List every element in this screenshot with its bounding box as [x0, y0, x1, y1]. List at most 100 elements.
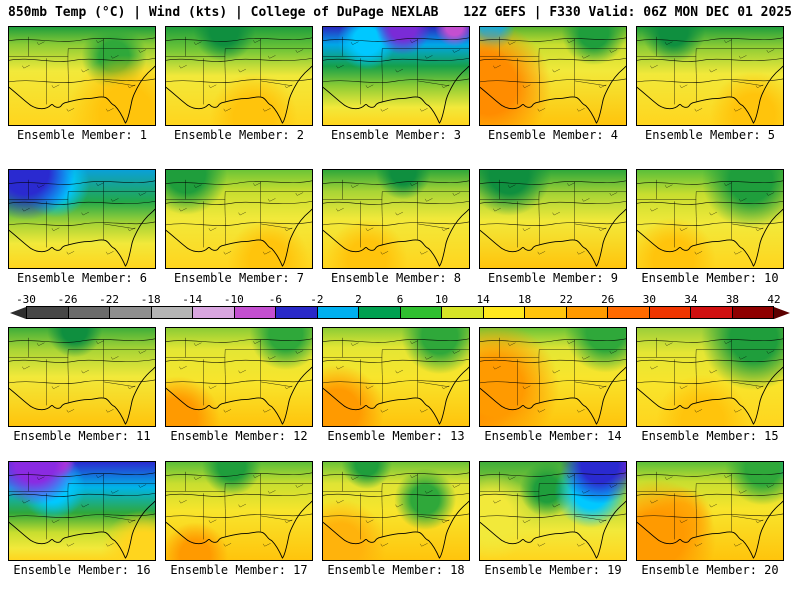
- colorbar-tick: 26: [601, 293, 615, 306]
- coastline: [480, 366, 626, 425]
- state-borders: [323, 337, 469, 406]
- temp-contours: [166, 338, 312, 384]
- state-borders: [637, 36, 783, 105]
- ensemble-map-8: [322, 169, 470, 269]
- colorbar-tick: 10: [434, 293, 449, 306]
- colorbar-tick: 38: [725, 293, 740, 306]
- state-borders: [637, 179, 783, 248]
- colorbar-tick: 30: [642, 293, 656, 306]
- state-borders: [166, 179, 312, 248]
- coastline: [323, 65, 469, 124]
- colorbar-tick: -10: [223, 293, 244, 306]
- wind-barbs: [336, 474, 461, 547]
- colorbar-tick: -6: [268, 293, 282, 306]
- temp-contours: [637, 338, 783, 384]
- ensemble-map-1: [8, 26, 156, 126]
- ensemble-panel-5: Ensemble Member: 5: [636, 26, 784, 142]
- temp-contours: [9, 338, 155, 384]
- coastline: [480, 65, 626, 124]
- ensemble-member-label-1: Ensemble Member: 1: [16, 128, 148, 142]
- coastline: [323, 500, 469, 559]
- colorbar-segment: [317, 307, 359, 318]
- colorbar-segment: [525, 307, 567, 318]
- colorbar-segment: [649, 307, 691, 318]
- ensemble-panel-4: Ensemble Member: 4: [479, 26, 627, 142]
- wind-barbs: [22, 39, 147, 112]
- colorbar-tick: 34: [684, 293, 698, 306]
- wind-barbs: [493, 340, 618, 413]
- temp-contours: [480, 180, 626, 226]
- wind-barbs: [493, 474, 618, 547]
- ensemble-panel-1: Ensemble Member: 1: [8, 26, 156, 142]
- ensemble-member-label-3: Ensemble Member: 3: [330, 128, 462, 142]
- colorbar-segment: [110, 307, 152, 318]
- colorbar-left-arrow: [10, 306, 26, 319]
- temp-contours: [9, 37, 155, 83]
- colorbar-segment: [566, 307, 608, 318]
- colorbar-segment: [151, 307, 193, 318]
- ensemble-row-4: Ensemble Member: 16 Ensemble Member: 17 En…: [0, 461, 800, 577]
- ensemble-member-label-8: Ensemble Member: 8: [330, 271, 462, 285]
- ensemble-map-12: [165, 327, 313, 427]
- ensemble-panel-19: Ensemble Member: 19: [479, 461, 627, 577]
- colorbar-tick: 14: [476, 293, 490, 306]
- temp-contours: [480, 338, 626, 384]
- ensemble-map-16: [8, 461, 156, 561]
- colorbar-tick-labels: -30 -26 -22 -18 -14 -10 -6 -2 2 6 10 14 18 22 26 30 34 38…: [16, 293, 781, 306]
- coastline: [166, 500, 312, 559]
- state-borders: [166, 471, 312, 540]
- coastline: [323, 208, 469, 267]
- coastline: [166, 366, 312, 425]
- ensemble-map-20: [636, 461, 784, 561]
- temp-contours: [9, 472, 155, 518]
- state-borders: [480, 36, 626, 105]
- ensemble-map-13: [322, 327, 470, 427]
- wind-barbs: [22, 340, 147, 413]
- state-borders: [480, 471, 626, 540]
- ensemble-panel-12: Ensemble Member: 12: [165, 327, 313, 443]
- ensemble-panel-7: Ensemble Member: 7: [165, 169, 313, 285]
- coastline: [637, 500, 783, 559]
- ensemble-map-17: [165, 461, 313, 561]
- colorbar-segment: [68, 307, 110, 318]
- colorbar-tick: 2: [355, 293, 362, 306]
- ensemble-map-3: [322, 26, 470, 126]
- ensemble-member-label-18: Ensemble Member: 18: [327, 563, 465, 577]
- coastline: [9, 208, 155, 267]
- colorbar-segment: [276, 307, 318, 318]
- temp-contours: [637, 37, 783, 83]
- coastline: [166, 65, 312, 124]
- ensemble-member-label-15: Ensemble Member: 15: [641, 429, 779, 443]
- temp-contours: [323, 37, 469, 83]
- ensemble-map-19: [479, 461, 627, 561]
- colorbar-segment: [359, 307, 401, 318]
- coastline: [637, 65, 783, 124]
- colorbar-segment: [608, 307, 650, 318]
- colorbar-segment: [27, 307, 69, 318]
- ensemble-panel-13: Ensemble Member: 13: [322, 327, 470, 443]
- state-borders: [166, 337, 312, 406]
- coastline: [480, 500, 626, 559]
- ensemble-member-label-9: Ensemble Member: 9: [487, 271, 619, 285]
- ensemble-map-15: [636, 327, 784, 427]
- ensemble-member-label-12: Ensemble Member: 12: [170, 429, 308, 443]
- coastline: [480, 208, 626, 267]
- state-borders: [9, 179, 155, 248]
- wind-barbs: [336, 340, 461, 413]
- wind-barbs: [22, 182, 147, 255]
- ensemble-panel-8: Ensemble Member: 8: [322, 169, 470, 285]
- state-borders: [323, 471, 469, 540]
- temp-contours: [323, 338, 469, 384]
- ensemble-member-label-20: Ensemble Member: 20: [641, 563, 779, 577]
- ensemble-panel-17: Ensemble Member: 17: [165, 461, 313, 577]
- state-borders: [480, 337, 626, 406]
- colorbar-right-arrow: [774, 306, 790, 319]
- ensemble-panel-18: Ensemble Member: 18: [322, 461, 470, 577]
- colorbar-tick: -2: [310, 293, 324, 306]
- ensemble-panel-15: Ensemble Member: 15: [636, 327, 784, 443]
- temp-contours: [480, 472, 626, 518]
- ensemble-panel-9: Ensemble Member: 9: [479, 169, 627, 285]
- colorbar-tick: -14: [182, 293, 203, 306]
- coastline: [637, 366, 783, 425]
- ensemble-member-label-7: Ensemble Member: 7: [173, 271, 305, 285]
